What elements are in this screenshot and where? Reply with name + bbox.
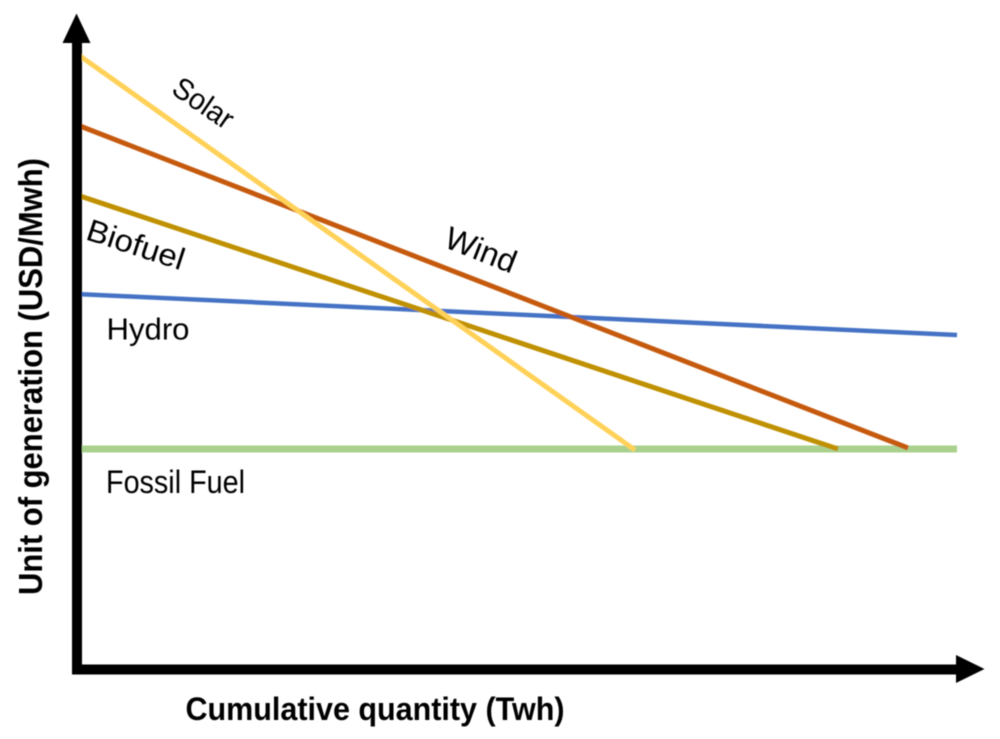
svg-text:Cumulative quantity (Twh): Cumulative quantity (Twh) <box>186 691 565 727</box>
svg-text:Fossil Fuel: Fossil Fuel <box>106 464 245 500</box>
svg-text:Unit of generation (USD/Mwh): Unit of generation (USD/Mwh) <box>12 158 49 595</box>
svg-text:Hydro: Hydro <box>107 312 190 347</box>
